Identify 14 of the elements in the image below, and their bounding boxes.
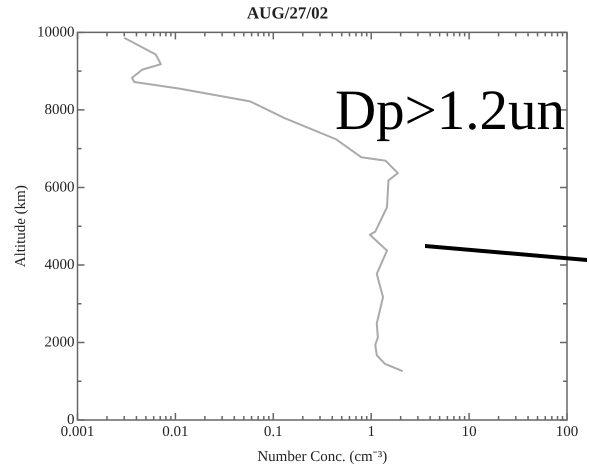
x-tick-label: 10 [462, 424, 477, 440]
chart-title: AUG/27/02 [246, 4, 328, 23]
x-tick-label: 100 [556, 424, 578, 440]
y-axis-title: Altitude (km) [12, 185, 29, 268]
y-tick-label: 2000 [44, 334, 74, 350]
x-axis-title: Number Conc. (cm⁻³) [257, 448, 388, 465]
annotation: Dp>1.2un [335, 78, 566, 143]
x-tick-label: 1 [367, 424, 375, 440]
y-tick-label: 10000 [37, 24, 74, 40]
y-tick-label: 4000 [44, 256, 74, 273]
x-tick-label: 0.1 [264, 424, 283, 440]
y-tick-label: 6000 [44, 179, 74, 196]
x-tick-label: 0.01 [162, 424, 189, 440]
y-tick-label: 8000 [44, 102, 74, 118]
